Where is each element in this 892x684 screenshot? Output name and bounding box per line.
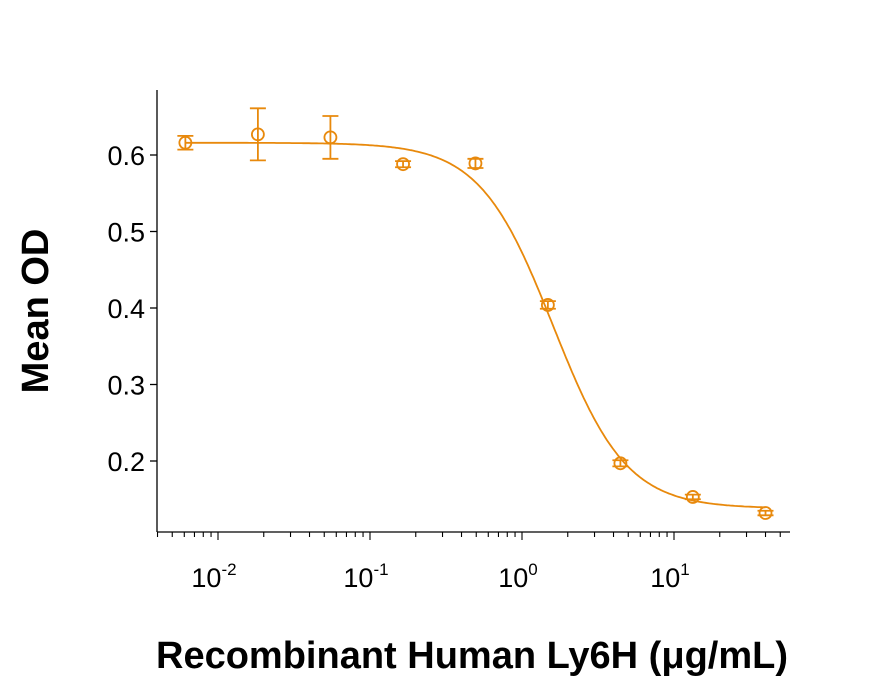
data-point-group — [757, 506, 774, 520]
data-point — [685, 490, 700, 504]
fit-curve — [185, 141, 766, 509]
data-point — [613, 456, 628, 471]
data-marks — [177, 107, 774, 520]
x-tick-label: 10-1 — [343, 560, 388, 593]
data-point — [758, 506, 773, 520]
y-tick-label: 0.2 — [107, 447, 145, 477]
data-point — [323, 130, 338, 145]
data-point-group — [684, 490, 701, 504]
data-point — [178, 135, 193, 150]
data-point-group — [322, 115, 339, 160]
data-point — [468, 156, 483, 171]
data-point-group — [249, 107, 266, 162]
x-tick-label: 100 — [498, 560, 538, 593]
x-tick-label: 10-2 — [191, 560, 236, 593]
data-point-group — [467, 156, 484, 171]
data-point — [396, 157, 410, 172]
x-axis-title: Recombinant Human Ly6H (μg/mL) — [156, 635, 788, 677]
data-point-group — [177, 134, 194, 151]
y-axis-title: Mean OD — [15, 229, 57, 394]
data-point — [250, 127, 265, 142]
y-tick-label: 0.4 — [107, 294, 145, 324]
y-tick-label: 0.5 — [107, 218, 145, 248]
data-point-group — [539, 298, 556, 312]
y-tick-label: 0.3 — [107, 371, 145, 401]
axes: 0.2 0.3 0.4 0.5 0.6 10-2 10-1 100 101 — [107, 90, 790, 593]
y-tick-label: 0.6 — [107, 141, 145, 171]
data-point — [540, 298, 555, 312]
data-point-group — [395, 157, 412, 172]
data-point-group — [612, 456, 629, 471]
x-tick-label: 101 — [650, 560, 690, 593]
